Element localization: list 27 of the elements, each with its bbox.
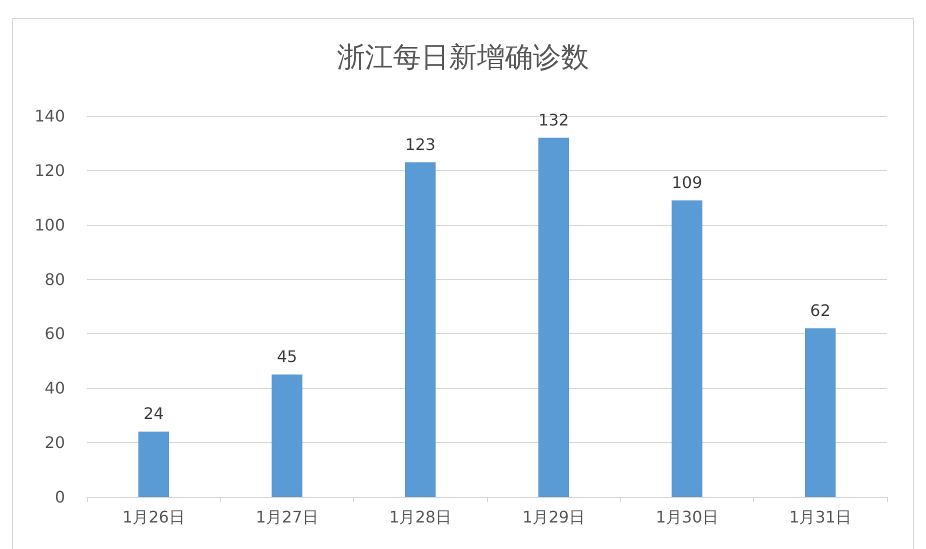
data-label: 132 <box>538 110 569 130</box>
chart-title: 浙江每日新增确诊数 <box>337 40 589 74</box>
data-label: 109 <box>672 172 702 192</box>
x-tick-label: 1月26日 <box>122 508 185 526</box>
x-tick-label: 1月28日 <box>389 508 452 526</box>
bar <box>672 200 702 497</box>
y-tick-label: 80 <box>44 270 65 289</box>
bar <box>272 374 302 497</box>
bar <box>138 432 169 497</box>
y-tick-label: 40 <box>44 378 65 398</box>
bar <box>405 162 436 497</box>
y-tick-label: 140 <box>34 106 65 126</box>
x-tick-label: 1月29日 <box>522 508 585 526</box>
data-label: 123 <box>405 134 436 154</box>
y-tick-label: 20 <box>44 433 65 452</box>
y-tick-label: 100 <box>34 215 65 234</box>
data-label: 62 <box>810 300 831 320</box>
x-tick-label: 1月31日 <box>789 508 852 526</box>
x-tick-label: 1月30日 <box>656 508 718 526</box>
data-label: 45 <box>276 347 298 366</box>
x-tick-label: 1月27日 <box>256 508 318 526</box>
y-tick-label: 120 <box>34 160 65 180</box>
y-tick-label: 0 <box>54 488 65 506</box>
bar <box>805 328 836 497</box>
y-tick-label: 60 <box>44 324 65 344</box>
bar <box>538 138 569 497</box>
data-label: 24 <box>143 404 164 424</box>
